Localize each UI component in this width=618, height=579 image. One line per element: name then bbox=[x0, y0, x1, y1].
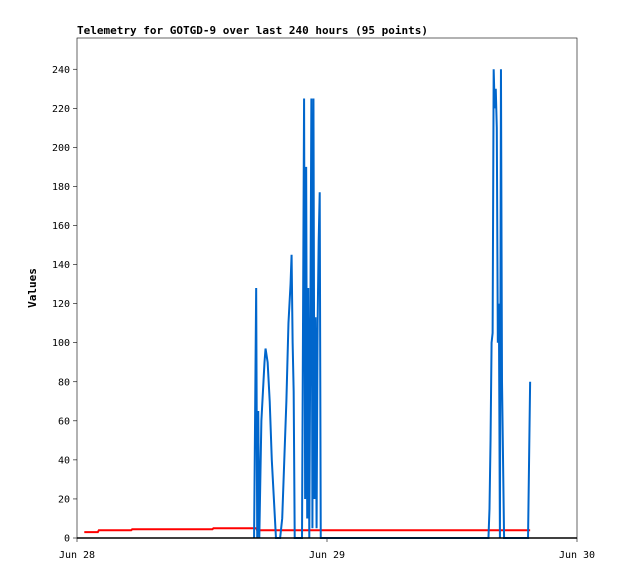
y-tick-label: 160 bbox=[52, 221, 70, 232]
y-tick-label: 0 bbox=[64, 534, 70, 545]
y-tick-label: 20 bbox=[58, 494, 70, 505]
y-axis-label: Values bbox=[26, 268, 39, 308]
y-tick-label: 140 bbox=[52, 260, 70, 271]
series-layer bbox=[77, 69, 577, 539]
x-axis: Jun 28 Jun 29 Jun 30 bbox=[59, 538, 595, 561]
series-line-2 bbox=[253, 69, 532, 539]
chart-title: Telemetry for GOTGD-9 over last 240 hour… bbox=[77, 24, 428, 37]
y-tick-label: 120 bbox=[52, 299, 70, 310]
y-tick-label: 240 bbox=[52, 65, 70, 76]
y-tick-label: 200 bbox=[52, 143, 70, 154]
y-axis: 0 20 40 60 80 100 120 140 160 180 200 220 240 bbox=[52, 65, 77, 545]
y-tick-label: 220 bbox=[52, 104, 70, 115]
y-tick-label: 60 bbox=[58, 416, 70, 427]
y-tick-label: 100 bbox=[52, 338, 70, 349]
y-tick-label: 80 bbox=[58, 377, 70, 388]
x-tick-label: Jun 29 bbox=[309, 550, 345, 561]
x-tick-label: Jun 30 bbox=[559, 550, 595, 561]
y-tick-label: 40 bbox=[58, 455, 70, 466]
x-tick-label: Jun 28 bbox=[59, 550, 95, 561]
y-tick-label: 180 bbox=[52, 182, 70, 193]
